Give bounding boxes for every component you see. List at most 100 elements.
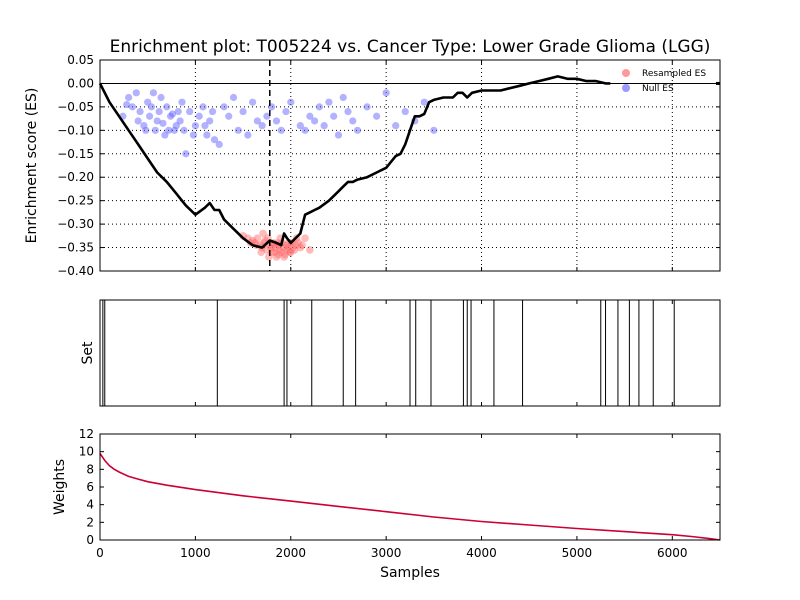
legend-null-marker	[622, 84, 630, 92]
null-es-point	[149, 89, 158, 97]
null-es-point	[176, 117, 184, 125]
null-es-point	[128, 103, 137, 111]
resampled-es-point	[259, 229, 267, 238]
null-es-point	[206, 117, 214, 125]
null-es-point	[420, 98, 428, 106]
y-tick-label: −0.30	[57, 217, 94, 231]
y-tick-label: 0.00	[67, 76, 94, 90]
es-curve	[98, 75, 611, 249]
resampled-es-point	[280, 253, 288, 261]
x-tick-label: 3000	[371, 546, 402, 560]
null-es-point	[330, 112, 338, 120]
null-es-point	[311, 117, 319, 125]
chart-title: Enrichment plot: T005224 vs. Cancer Type…	[110, 37, 711, 57]
null-es-point	[201, 122, 209, 130]
set-y-axis-label: Set	[80, 341, 96, 365]
null-es-point	[182, 150, 190, 158]
resampled-es-point	[265, 253, 273, 261]
weights-y-axis-label: Weights	[52, 459, 68, 515]
null-es-point	[353, 126, 362, 134]
null-es-point	[287, 98, 295, 106]
enrichment-y-ticks: 0.05 0.00 −0.05 −0.10 −0.15 −0.20 −0.25 −0.30 −0…	[57, 53, 720, 278]
resampled-es-point	[306, 246, 314, 254]
legend-null-label: Null ES	[642, 84, 674, 94]
resampled-es-point	[263, 246, 271, 254]
resampled-es-point	[296, 243, 305, 252]
null-es-point	[199, 103, 207, 111]
resampled-es-point	[283, 246, 291, 254]
null-es-point	[195, 112, 203, 120]
weights-curve	[99, 452, 721, 541]
null-es-point	[234, 126, 242, 134]
y-tick-label: 0.05	[67, 53, 94, 67]
resampled-es-point	[257, 248, 266, 257]
resampled-es-point	[277, 248, 286, 257]
set-barcode	[102, 300, 675, 406]
null-es-point	[147, 103, 156, 111]
enrichment-grid	[100, 60, 720, 271]
null-es-point	[401, 107, 409, 116]
null-es-point	[306, 112, 314, 120]
legend-resampled-label: Resampled ES	[642, 69, 706, 79]
x-tick-label: 2000	[275, 546, 306, 560]
null-es-point	[249, 98, 257, 106]
y-tick-label: 0	[86, 533, 94, 547]
x-tick-label: 1000	[180, 546, 211, 560]
resampled-es-point	[281, 250, 289, 259]
null-es-point	[301, 126, 309, 134]
null-es-point	[163, 103, 171, 111]
resampled-es-point	[275, 246, 284, 254]
null-es-point	[210, 136, 219, 144]
resampled-es-point	[274, 250, 283, 259]
null-es-point	[373, 112, 381, 120]
resampled-es-point	[282, 241, 290, 250]
null-es-point	[123, 100, 131, 109]
null-es-point	[229, 93, 238, 102]
null-es-point	[151, 126, 159, 134]
x-tick-label: 4000	[466, 546, 497, 560]
y-tick-label: −0.25	[57, 194, 94, 208]
null-es-point	[165, 126, 173, 134]
y-tick-label: −0.20	[57, 170, 94, 184]
null-es-point	[320, 122, 328, 130]
null-es-point	[244, 131, 252, 139]
resampled-es-point	[272, 253, 281, 261]
null-es-point	[186, 107, 194, 116]
null-es-point	[296, 122, 304, 130]
null-es-point	[215, 140, 223, 148]
null-es-point	[168, 110, 177, 118]
null-es-point	[146, 112, 154, 120]
null-es-point	[277, 126, 285, 134]
resampled-es-point	[266, 243, 275, 252]
y-tick-label: 6	[86, 480, 94, 494]
resampled-es-point	[291, 241, 300, 250]
null-es-point	[339, 93, 347, 102]
weights-y-ticks: 0 2 4 6 8 10 12	[79, 427, 720, 547]
weights-x-ticks: 0 1000 2000 3000 4000 5000 6000	[96, 434, 688, 560]
y-tick-label: 12	[79, 427, 94, 441]
null-es-point	[282, 107, 290, 116]
null-es-point	[349, 117, 357, 125]
null-es-point	[191, 122, 199, 130]
null-es-point	[157, 93, 165, 102]
resampled-es-point	[290, 246, 299, 254]
null-es-point	[315, 103, 323, 111]
legend-resampled-marker	[622, 69, 630, 77]
weights-axes-frame	[99, 433, 721, 541]
null-es-point	[132, 89, 140, 97]
null-es-point	[344, 107, 352, 116]
null-es-point	[263, 112, 271, 120]
null-es-point	[159, 119, 167, 127]
null-es-point	[125, 93, 133, 102]
null-es-point	[203, 131, 211, 139]
null-es-point	[225, 112, 233, 120]
y-tick-label: 10	[79, 445, 94, 459]
set-x-ticks	[99, 300, 673, 406]
resampled-es-point	[294, 239, 303, 247]
null-es-point	[382, 89, 390, 97]
null-es-point	[208, 107, 217, 116]
null-es-points	[119, 89, 438, 158]
y-tick-label: −0.40	[57, 264, 94, 278]
enrichment-x-ticks	[99, 60, 673, 271]
